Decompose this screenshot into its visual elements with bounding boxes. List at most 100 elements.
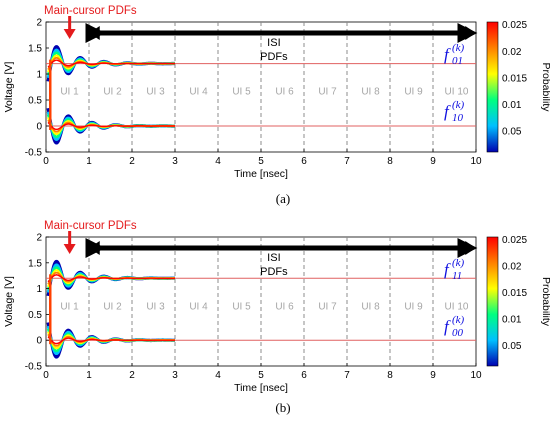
colorbar-tick-label: 0.02 — [502, 47, 522, 58]
ui-label: UI 5 — [232, 301, 251, 312]
series-label-base: f — [444, 45, 451, 64]
pdf-trace-1 — [47, 274, 175, 283]
series-label-sub: 11 — [452, 270, 462, 282]
colorbar-tick-label: 0.015 — [502, 73, 527, 84]
y-axis-label: Voltage [V] — [3, 62, 15, 113]
colorbar-tick-label: 0.02 — [502, 262, 522, 273]
y-tick-label: 1 — [36, 284, 42, 295]
isi-label: ISI — [267, 252, 280, 264]
x-tick-label: 7 — [344, 156, 350, 167]
isi-arrow-left-head — [89, 241, 100, 255]
colorbar-label: Probability — [540, 62, 550, 112]
colorbar-tick-label: 0.025 — [502, 20, 527, 31]
y-tick-label: 1.5 — [28, 258, 42, 269]
isi-arrow-left-head — [89, 26, 100, 40]
x-tick-label: 0 — [43, 156, 49, 167]
isi-label-2: PDFs — [260, 51, 288, 63]
x-tick-label: 9 — [430, 156, 436, 167]
colorbar-tick-label: 0.01 — [502, 100, 522, 111]
x-tick-label: 3 — [172, 370, 178, 381]
y-tick-label: 0 — [36, 336, 42, 347]
x-tick-label: 1 — [86, 156, 92, 167]
main-cursor-arrowhead — [63, 29, 76, 39]
series-label-base: f — [444, 260, 451, 279]
colorbar-tick-label: 0.025 — [502, 235, 527, 246]
ui-label: UI 7 — [318, 301, 337, 312]
y-tick-label: 2 — [36, 233, 42, 244]
main-cursor-label: Main-cursor PDFs — [44, 5, 137, 17]
series-label-sub: 01 — [452, 55, 463, 67]
ui-label: UI 10 — [445, 87, 469, 98]
x-tick-label: 4 — [215, 370, 221, 381]
y-tick-label: 0.5 — [28, 96, 42, 107]
main-cursor-label: Main-cursor PDFs — [44, 220, 137, 232]
ui-label: UI 5 — [232, 87, 251, 98]
x-tick-label: 6 — [301, 156, 307, 167]
pdf-trace-1 — [47, 59, 175, 68]
ui-label: UI 6 — [275, 301, 294, 312]
x-tick-label: 0 — [43, 370, 49, 381]
figure-caption: (a) — [276, 191, 290, 206]
y-tick-label: 0 — [36, 122, 42, 133]
series-label-1: f — [444, 45, 451, 64]
ui-label: UI 8 — [361, 301, 380, 312]
ui-label: UI 4 — [189, 301, 208, 312]
ui-label: UI 6 — [275, 87, 294, 98]
series-label-1: f — [444, 260, 451, 279]
x-axis-label: Time [nsec] — [234, 168, 288, 180]
y-tick-label: 0.5 — [28, 310, 42, 321]
ui-label: UI 9 — [404, 87, 423, 98]
x-tick-label: 7 — [344, 370, 350, 381]
x-tick-label: 8 — [387, 156, 393, 167]
y-tick-label: 2 — [36, 18, 42, 29]
ui-label: UI 2 — [103, 301, 122, 312]
colorbar-label: Probability — [540, 277, 550, 327]
series-label-sup: (k) — [452, 99, 465, 111]
y-tick-label: 1.5 — [28, 44, 42, 55]
isi-arrow-right-head — [465, 26, 476, 40]
x-tick-label: 4 — [215, 156, 221, 167]
ui-label: UI 9 — [404, 301, 423, 312]
isi-label: ISI — [267, 37, 280, 49]
x-tick-label: 10 — [470, 156, 482, 167]
x-tick-label: 5 — [258, 370, 264, 381]
x-tick-label: 2 — [129, 156, 135, 167]
series-label-sub: 10 — [452, 112, 464, 124]
series-label-sup: (k) — [452, 257, 465, 269]
series-label-base: f — [444, 317, 451, 336]
series-label-2: f — [444, 317, 451, 336]
ui-label: UI 7 — [318, 87, 337, 98]
x-tick-label: 10 — [470, 370, 482, 381]
colorbar-tick-label: 0.05 — [502, 341, 522, 352]
isi-arrow-right-head — [465, 241, 476, 255]
figure-caption: (b) — [275, 400, 290, 415]
x-tick-label: 2 — [129, 370, 135, 381]
main-cursor-arrowhead — [63, 244, 76, 254]
colorbar-tick-label: 0.015 — [502, 288, 527, 299]
isi-label-2: PDFs — [260, 266, 288, 278]
series-label-sup: (k) — [452, 314, 465, 326]
ui-label: UI 10 — [445, 301, 469, 312]
chart-panel-1: UI 1 UI 2 UI 3 UI 4 UI 5 UI 6 UI 7 UI 8 UI 9 UI 1… — [3, 5, 550, 206]
x-tick-label: 6 — [301, 370, 307, 381]
colorbar — [486, 21, 499, 153]
ui-label: UI 4 — [189, 87, 208, 98]
y-tick-label: -0.5 — [25, 362, 43, 373]
ui-label: UI 3 — [146, 301, 165, 312]
y-axis-label: Voltage [V] — [3, 276, 15, 327]
y-tick-label: -0.5 — [25, 148, 43, 159]
series-label-sup: (k) — [452, 42, 465, 54]
y-tick-label: 1 — [36, 70, 42, 81]
ui-label: UI 8 — [361, 87, 380, 98]
ui-label: UI 1 — [60, 301, 79, 312]
x-tick-label: 8 — [387, 370, 393, 381]
x-tick-label: 3 — [172, 156, 178, 167]
series-label-2: f — [444, 102, 451, 121]
colorbar-tick-label: 0.05 — [502, 127, 522, 138]
ui-label: UI 2 — [103, 87, 122, 98]
ui-label: UI 3 — [146, 87, 165, 98]
series-label-sub: 00 — [452, 327, 464, 339]
x-tick-label: 9 — [430, 370, 436, 381]
x-tick-label: 1 — [86, 370, 92, 381]
